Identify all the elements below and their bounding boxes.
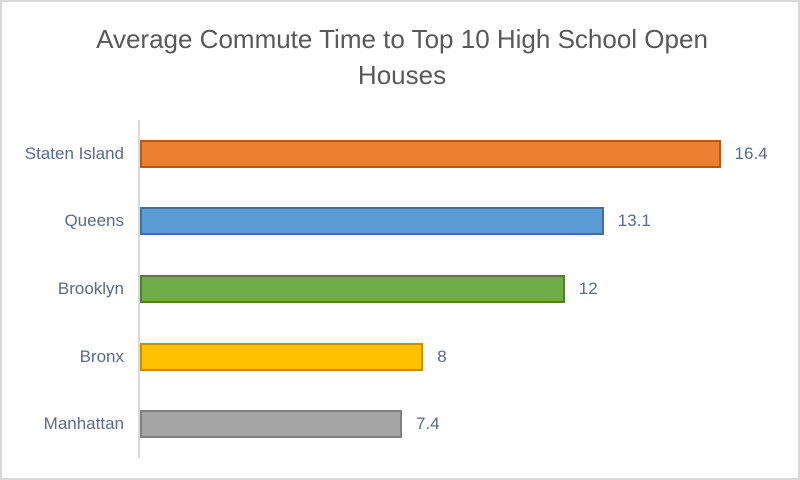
- value-label: 12: [578, 278, 598, 298]
- bar-row: Manhattan 7.4: [44, 390, 788, 458]
- bar-staten-island: [140, 139, 721, 168]
- plot-rows: Staten Island 16.4 Queens 13.1 Brooklyn 12 Bro…: [25, 120, 788, 458]
- bar-row: Staten Island 16.4: [25, 120, 788, 188]
- bar-row: Brooklyn 12: [58, 255, 788, 323]
- plot-area: Staten Island 16.4 Queens 13.1 Brooklyn 12 Bro…: [25, 120, 788, 458]
- category-label: Bronx: [79, 346, 124, 366]
- value-label: 13.1: [617, 211, 651, 231]
- bar-queens: [140, 207, 604, 236]
- category-label: Staten Island: [24, 143, 124, 163]
- category-label: Brooklyn: [57, 278, 124, 298]
- value-label: 16.4: [734, 143, 768, 163]
- category-label: Manhattan: [43, 414, 124, 434]
- chart-title: Average Commute Time to Top 10 High Scho…: [96, 24, 708, 90]
- category-label: Queens: [64, 211, 124, 231]
- value-label: 7.4: [415, 414, 440, 434]
- bar-row: Queens 13.1: [64, 188, 788, 256]
- value-label: 8: [437, 346, 447, 366]
- bar-bronx: [140, 342, 424, 371]
- bar-row: Bronx 8: [80, 323, 788, 391]
- bar-manhattan: [140, 410, 402, 439]
- bar-brooklyn: [140, 274, 565, 303]
